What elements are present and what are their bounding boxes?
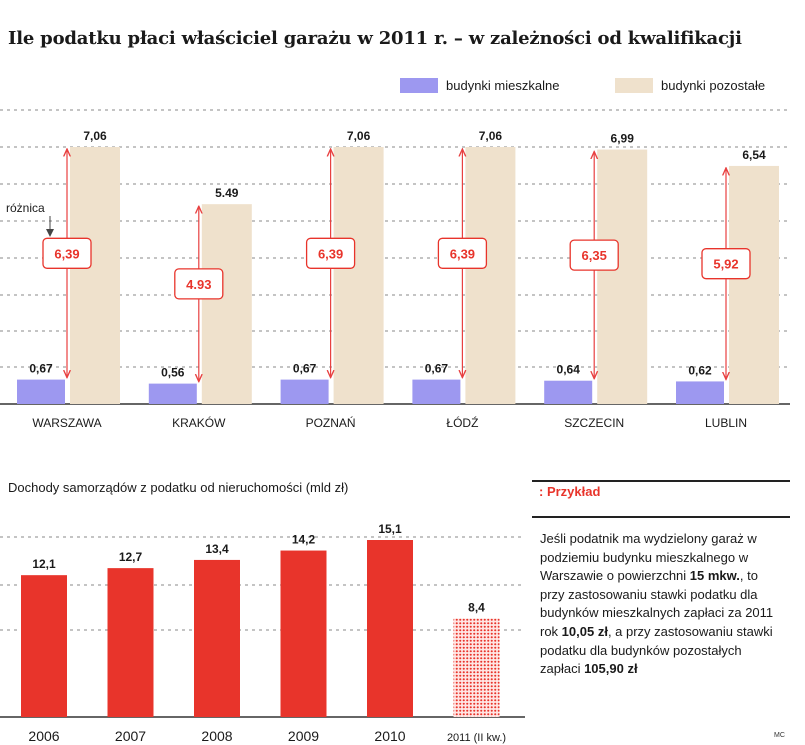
bar-residential xyxy=(17,379,65,404)
bar-other xyxy=(597,149,648,404)
value-label-residential: 0,62 xyxy=(688,363,712,377)
value-label-other: 6,54 xyxy=(742,148,766,162)
legend-item-other: budynki pozostałe xyxy=(615,78,765,93)
value-label-other: 6,99 xyxy=(611,132,635,146)
example-area: 15 mkw. xyxy=(689,568,740,584)
example-text-part-3: , a przy zastosowaniu stawki podatku dla… xyxy=(540,623,773,677)
difference-label: 6,39 xyxy=(450,246,475,261)
difference-label: 4.93 xyxy=(186,277,211,292)
city-label: POZNAŃ xyxy=(306,415,356,430)
difference-box xyxy=(437,237,488,269)
bar-residential xyxy=(412,379,461,404)
revenue-bar xyxy=(194,559,240,717)
example-top-rule xyxy=(532,480,790,482)
difference-box xyxy=(569,239,619,271)
legend-label-other: budynki pozostałe xyxy=(661,78,766,93)
difference-box xyxy=(701,248,751,280)
year-label: 2010 xyxy=(374,728,405,744)
year-label: 2006 xyxy=(28,728,59,744)
example-heading: : Przykład xyxy=(539,484,601,499)
bar-residential xyxy=(676,381,724,404)
value-label-other: 7,06 xyxy=(479,129,503,143)
city-label: KRAKÓW xyxy=(172,415,226,430)
bar-residential xyxy=(148,383,197,404)
bar-partial-year xyxy=(453,618,500,717)
bar-other xyxy=(70,147,120,404)
bar-residential xyxy=(280,379,329,404)
year-label: 2007 xyxy=(115,728,146,744)
revenue-value-label: 13,4 xyxy=(205,542,229,556)
revenue-chart-title: Dochody samorządów z podatku od nierucho… xyxy=(8,480,349,495)
example-text-part-2: , to przy zastosowaniu stawki podatku dl… xyxy=(540,568,774,639)
value-label-residential: 0,67 xyxy=(293,362,317,376)
bar-other xyxy=(333,147,384,404)
city-label: ŁÓDŹ xyxy=(446,415,478,430)
bar-other xyxy=(729,165,779,404)
revenue-bar xyxy=(21,575,67,717)
year-label: 2008 xyxy=(201,728,232,744)
bar-residential xyxy=(544,380,593,404)
legend-label-residential: budynki mieszkalne xyxy=(446,78,560,93)
city-label: LUBLIN xyxy=(705,416,747,430)
value-label-residential: 0,64 xyxy=(557,363,581,377)
revenue-bar xyxy=(280,550,327,717)
difference-note-arrowhead xyxy=(46,229,54,237)
difference-box xyxy=(305,237,356,269)
difference-label: 6,39 xyxy=(54,246,79,261)
revenue-value-label: 8,4 xyxy=(468,601,485,615)
difference-label: 6,39 xyxy=(318,246,343,261)
value-label-other: 7,06 xyxy=(83,129,107,143)
revenue-value-label: 14,2 xyxy=(292,533,316,547)
difference-box xyxy=(42,237,92,269)
revenue-bar xyxy=(107,568,154,717)
bar-other xyxy=(465,147,516,404)
revenue-value-label: 12,1 xyxy=(32,557,56,571)
example-text-part-1: Jeśli podatnik ma wydzielony garaż w pod… xyxy=(540,531,757,584)
city-label: WARSZAWA xyxy=(32,416,101,430)
city-label: SZCZECIN xyxy=(564,416,624,430)
example-text: Jeśli podatnik ma wydzielony garaż w pod… xyxy=(540,530,780,679)
value-label-residential: 0,56 xyxy=(161,366,185,380)
revenue-value-label: 15,1 xyxy=(378,522,402,536)
difference-label: 5,92 xyxy=(713,257,738,272)
chart-title: Ile podatku płaci właściciel garażu w 20… xyxy=(8,28,742,49)
garage-tax-chart: 0,67 7,06 6,39 WARSZAWA 0,56 5.49 4.93 KRAKÓW 0,… xyxy=(0,109,790,430)
bar-other xyxy=(201,204,252,404)
difference-label: 6,35 xyxy=(582,248,607,263)
legend-swatch-other xyxy=(615,78,653,93)
difference-box xyxy=(174,268,224,300)
credit: MC xyxy=(774,732,785,739)
example-other-amount: 105,90 zł xyxy=(584,661,638,677)
example-residential-amount: 10,05 zł xyxy=(561,623,608,639)
value-label-residential: 0,67 xyxy=(425,362,449,376)
revenue-chart: 12,1 2006 12,7 2007 13,4 2008 14,2 2009 15,1 2010… xyxy=(0,522,525,744)
year-label: 2009 xyxy=(288,728,319,744)
value-label-residential: 0,67 xyxy=(29,362,53,376)
legend-swatch-residential xyxy=(400,78,438,93)
value-label-other: 7,06 xyxy=(347,129,371,143)
revenue-value-label: 12,7 xyxy=(119,550,143,564)
legend-item-residential: budynki mieszkalne xyxy=(400,78,559,93)
value-label-other: 5.49 xyxy=(215,186,239,200)
year-label: 2011 (II kw.) xyxy=(447,732,506,744)
difference-note: różnica xyxy=(6,201,45,215)
revenue-bar xyxy=(367,540,413,717)
example-mid-rule xyxy=(532,516,790,518)
